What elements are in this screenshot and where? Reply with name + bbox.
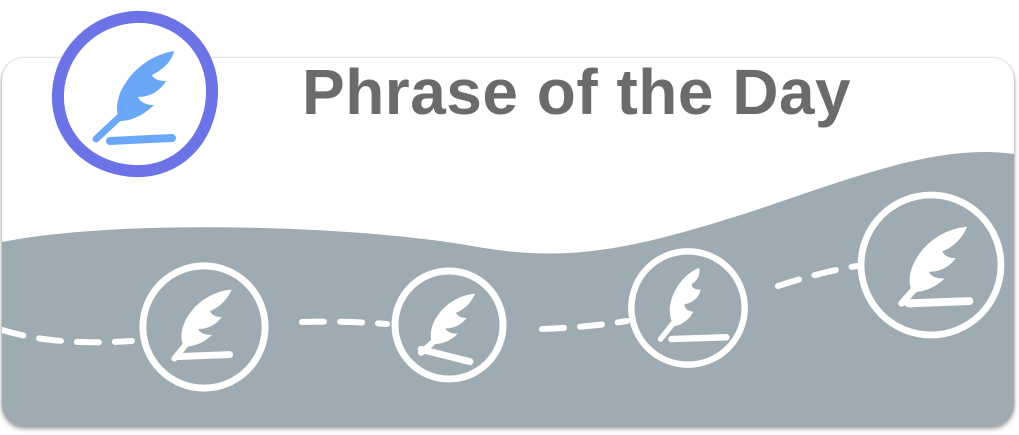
day-badge-3[interactable] — [624, 244, 752, 372]
quill-feather-icon — [139, 262, 269, 392]
quill-feather-icon — [391, 267, 507, 383]
quill-feather-icon — [628, 248, 748, 368]
quill-feather-icon — [857, 191, 1005, 339]
page-title: Phrase of the Day — [302, 56, 852, 128]
banner-card — [2, 58, 1014, 426]
app-logo — [50, 9, 220, 179]
day-badge-2[interactable] — [388, 264, 510, 386]
quill-feather-icon — [51, 10, 219, 178]
day-badge-1[interactable] — [135, 258, 273, 396]
day-badge-4[interactable] — [852, 186, 1010, 344]
dashed-path — [2, 263, 860, 346]
